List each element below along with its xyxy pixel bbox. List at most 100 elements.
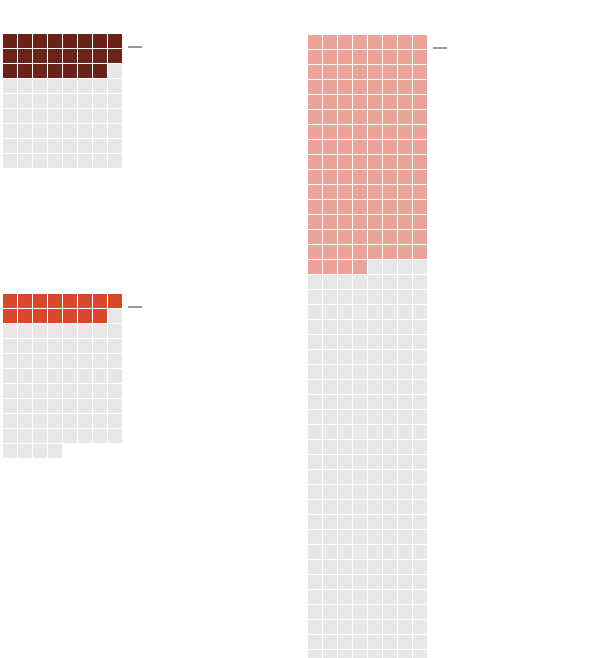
waffle-cell-empty — [63, 354, 77, 368]
waffle-cell-empty — [63, 324, 77, 338]
waffle-cell-filled — [368, 155, 382, 169]
waffle-cell-filled — [33, 294, 47, 308]
waffle-cell-filled — [398, 50, 412, 64]
waffle-cell-empty — [398, 545, 412, 559]
waffle-cell-filled — [353, 50, 367, 64]
waffle-cell-filled — [413, 170, 427, 184]
waffle-cell-empty — [338, 425, 352, 439]
waffle-cell-filled — [338, 35, 352, 49]
waffle-cell-filled — [368, 185, 382, 199]
waffle-cell-empty — [108, 154, 122, 168]
waffle-cell-empty — [368, 320, 382, 334]
waffle-cell-empty — [78, 124, 92, 138]
waffle-cell-empty — [93, 154, 107, 168]
waffle-cell-empty — [338, 545, 352, 559]
waffle-cell-filled — [383, 215, 397, 229]
waffle-cell-empty — [368, 455, 382, 469]
waffle-cell-empty — [353, 305, 367, 319]
waffle-cell-empty — [353, 395, 367, 409]
waffle-cell-empty — [323, 650, 337, 658]
waffle-cell-empty — [18, 109, 32, 123]
waffle-cell-empty — [338, 275, 352, 289]
waffle-cell-filled — [398, 95, 412, 109]
waffle-cell-empty — [413, 485, 427, 499]
waffle-cell-empty — [78, 79, 92, 93]
waffle-cell-empty — [63, 414, 77, 428]
waffle-cell-filled — [323, 170, 337, 184]
waffle-cell-empty — [308, 485, 322, 499]
waffle-cell-filled — [338, 50, 352, 64]
waffle-cell-filled — [353, 215, 367, 229]
waffle-cell-filled — [368, 230, 382, 244]
waffle-cell-empty — [398, 575, 412, 589]
waffle-cell-empty — [3, 444, 17, 458]
waffle-cell-filled — [413, 110, 427, 124]
waffle-cell-filled — [78, 64, 92, 78]
waffle-cell-empty — [323, 575, 337, 589]
waffle-cell-filled — [3, 309, 17, 323]
waffle-cell-filled — [413, 155, 427, 169]
waffle-cell-empty — [413, 365, 427, 379]
waffle-cell-empty — [93, 354, 107, 368]
waffle-cell-filled — [308, 50, 322, 64]
waffle-cell-filled — [323, 80, 337, 94]
waffle-cell-empty — [33, 79, 47, 93]
waffle-cell-empty — [413, 290, 427, 304]
waffle-cell-empty — [368, 650, 382, 658]
waffle-cell-empty — [383, 470, 397, 484]
waffle-cell-empty — [18, 369, 32, 383]
waffle-cell-empty — [108, 94, 122, 108]
waffle-cell-filled — [308, 95, 322, 109]
waffle-cell-filled — [338, 170, 352, 184]
waffle-cell-filled — [308, 125, 322, 139]
waffle-cell-empty — [48, 414, 62, 428]
waffle-cell-filled — [93, 294, 107, 308]
waffle-cell-empty — [353, 560, 367, 574]
waffle-cell-empty — [338, 365, 352, 379]
waffle-cell-empty — [398, 410, 412, 424]
waffle-cell-filled — [353, 170, 367, 184]
waffle-cell-empty — [338, 605, 352, 619]
waffle-cell-empty — [78, 354, 92, 368]
waffle-cell-empty — [33, 354, 47, 368]
waffle-cell-empty — [353, 425, 367, 439]
waffle-cell-empty — [413, 320, 427, 334]
waffle-cell-filled — [308, 140, 322, 154]
waffle-cell-filled — [383, 125, 397, 139]
waffle-cell-filled — [338, 245, 352, 259]
waffle-cell-empty — [383, 305, 397, 319]
waffle-cell-empty — [308, 560, 322, 574]
waffle-cell-empty — [33, 444, 47, 458]
waffle-cell-empty — [48, 369, 62, 383]
waffle-cell-filled — [18, 64, 32, 78]
waffle-cell-filled — [383, 50, 397, 64]
waffle-cell-empty — [383, 425, 397, 439]
waffle-cell-filled — [308, 245, 322, 259]
waffle-cell-empty — [3, 324, 17, 338]
waffle-cell-empty — [368, 290, 382, 304]
waffle-cell-empty — [18, 124, 32, 138]
waffle-cell-empty — [323, 500, 337, 514]
waffle-cell-filled — [413, 230, 427, 244]
waffle-cell-empty — [33, 109, 47, 123]
waffle-group-3 — [308, 35, 447, 658]
waffle-cell-filled — [308, 155, 322, 169]
waffle-cell-filled — [323, 155, 337, 169]
waffle-cell-empty — [368, 410, 382, 424]
waffle-cell-empty — [3, 354, 17, 368]
waffle-cell-empty — [308, 275, 322, 289]
waffle-cell-empty — [78, 324, 92, 338]
waffle-cell-empty — [308, 500, 322, 514]
waffle-cell-empty — [108, 354, 122, 368]
waffle-cell-filled — [353, 200, 367, 214]
waffle-cell-empty — [18, 79, 32, 93]
waffle-cell-empty — [413, 260, 427, 274]
waffle-cell-empty — [398, 515, 412, 529]
waffle-cell-filled — [353, 80, 367, 94]
waffle-cell-filled — [63, 309, 77, 323]
waffle-cell-empty — [338, 500, 352, 514]
waffle-cell-filled — [338, 80, 352, 94]
waffle-cell-empty — [368, 335, 382, 349]
waffle-cell-empty — [3, 94, 17, 108]
waffle-cell-empty — [308, 650, 322, 658]
